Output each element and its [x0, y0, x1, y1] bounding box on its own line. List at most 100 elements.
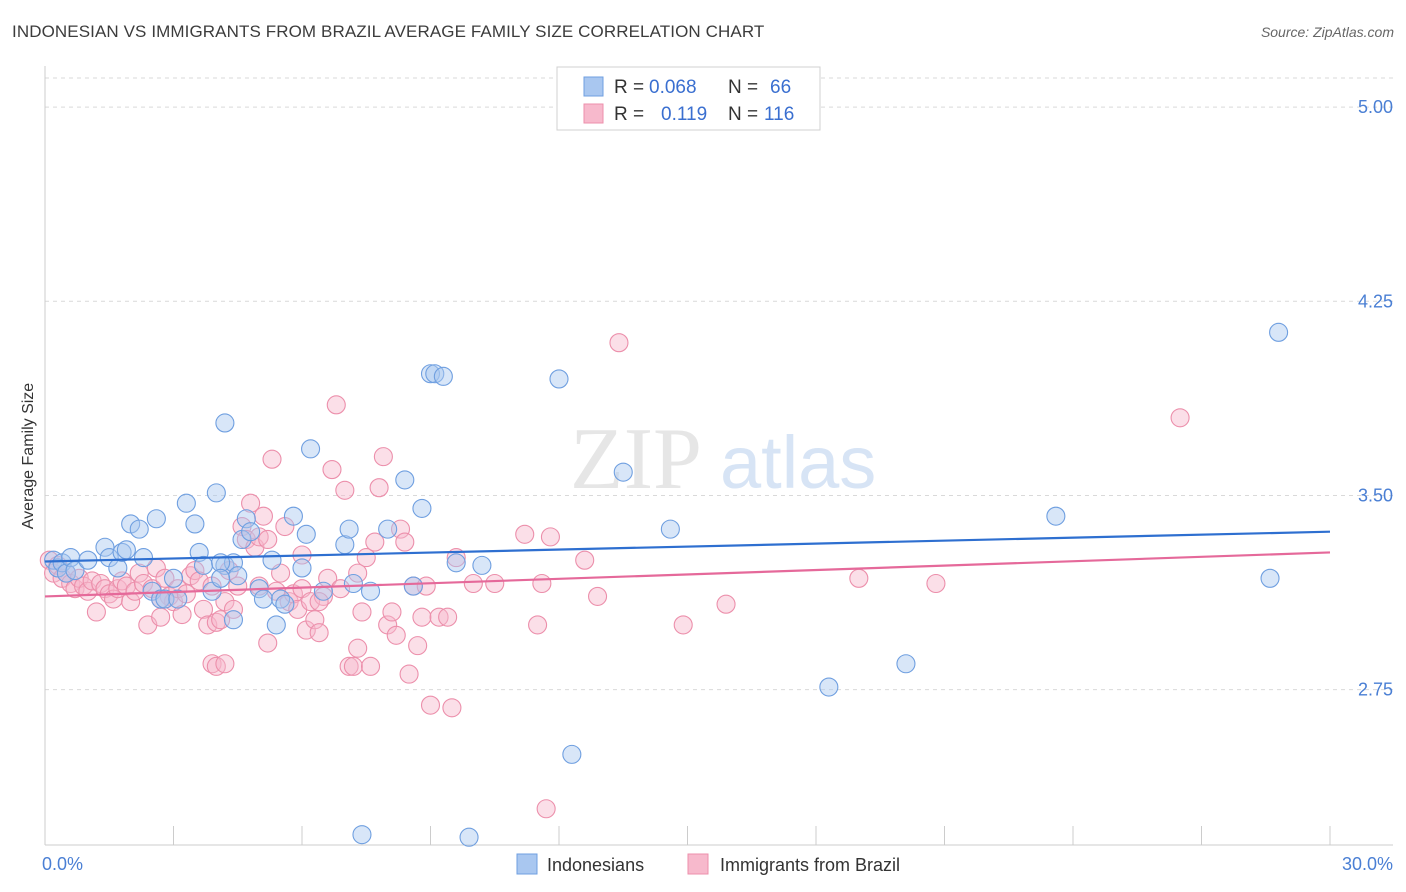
legend-n-value-1: 116 [764, 104, 794, 125]
legend-swatch-brazil [583, 103, 604, 124]
point-brazil-117 [348, 563, 368, 583]
point-brazil-106 [926, 573, 946, 594]
point-brazil-73 [352, 602, 372, 622]
point-indonesians-38 [253, 589, 274, 609]
point-brazil-71 [343, 656, 363, 676]
point-indonesians-71 [433, 366, 453, 386]
point-indonesians-31 [211, 568, 231, 588]
point-brazil-43 [223, 599, 244, 619]
y-tick-labels: 2.75 3.50 4.25 5.00 [1358, 97, 1393, 700]
y-tick-label-2: 4.25 [1358, 291, 1393, 311]
point-brazil-35 [189, 571, 209, 591]
bottom-legend-label-indonesians: Indonesians [547, 855, 644, 875]
y-tick-label-3: 5.00 [1358, 97, 1393, 117]
y-axis-label: Average Family Size [20, 383, 37, 530]
point-indonesians-67 [1260, 568, 1280, 588]
point-brazil-105 [849, 568, 869, 588]
watermark-atlas: atlas [720, 421, 876, 504]
point-brazil-89 [420, 695, 441, 715]
point-indonesians-58 [446, 553, 466, 573]
point-brazil-102 [609, 333, 629, 353]
point-indonesians-47 [313, 581, 333, 601]
point-indonesians-70 [459, 827, 479, 847]
legend-r-value-0: 0.068 [649, 77, 697, 98]
point-brazil-52 [262, 449, 282, 469]
point-indonesians-39 [262, 550, 282, 570]
point-brazil-62 [305, 610, 325, 630]
point-indonesians-32 [215, 413, 235, 433]
point-brazil-11 [86, 602, 106, 622]
point-brazil-78 [373, 447, 393, 467]
point-indonesians-49 [339, 519, 359, 539]
point-indonesians-40 [266, 615, 286, 635]
point-brazil-67 [326, 395, 346, 415]
point-indonesians-17 [151, 589, 171, 609]
axes [44, 66, 1393, 846]
point-brazil-66 [322, 460, 342, 480]
point-indonesians-22 [185, 514, 205, 534]
point-indonesians-42 [275, 594, 295, 614]
point-indonesians-33 [223, 610, 244, 630]
bottom-legend-swatch-indonesians [516, 853, 538, 875]
point-indonesians-54 [403, 576, 423, 596]
point-indonesians-43 [283, 506, 303, 526]
point-brazil-97 [528, 615, 548, 635]
point-indonesians-24 [193, 555, 214, 575]
point-brazil-51 [258, 529, 278, 550]
point-brazil-84 [399, 664, 419, 684]
legend-r-label-0: R = [614, 77, 644, 98]
point-brazil-69 [335, 480, 355, 500]
trend-line-brazil [44, 551, 1331, 598]
series-indonesians [44, 322, 1289, 847]
point-indonesians-50 [343, 573, 363, 594]
point-indonesians-69 [352, 825, 372, 845]
point-brazil-80 [382, 602, 402, 622]
point-brazil-26 [151, 607, 171, 627]
point-indonesians-13 [129, 519, 149, 539]
point-brazil-108 [536, 799, 556, 819]
point-indonesians-11 [116, 540, 136, 560]
point-indonesians-36 [241, 522, 261, 542]
point-indonesians-65 [896, 654, 916, 674]
bottom-legend-label-brazil: Immigrants from Brazil [720, 855, 900, 875]
chart-source: Source: ZipAtlas.com [1260, 24, 1394, 40]
point-brazil-101 [587, 586, 608, 606]
point-indonesians-68 [1269, 322, 1289, 342]
legend: R = 0.068 N = 66 R = 0.119 N = 116 [556, 66, 821, 131]
bottom-legend: Indonesians Immigrants from Brazil [516, 853, 900, 875]
point-indonesians-46 [301, 439, 321, 459]
watermark-zip: ZIP [570, 411, 702, 508]
point-brazil-83 [395, 532, 415, 552]
trend-line-indonesians [44, 530, 1331, 563]
point-brazil-87 [412, 607, 432, 627]
point-brazil-31 [172, 605, 192, 625]
point-brazil-92 [442, 698, 462, 718]
point-indonesians-44 [292, 558, 312, 578]
point-indonesians-26 [206, 483, 226, 503]
point-brazil-96 [515, 524, 535, 544]
point-brazil-86 [408, 636, 428, 656]
point-indonesians-7 [95, 537, 115, 557]
point-brazil-47 [241, 493, 261, 513]
point-indonesians-35 [236, 509, 256, 529]
point-indonesians-63 [660, 519, 680, 539]
chart-title: INDONESIAN VS IMMIGRANTS FROM BRAZIL AVE… [12, 22, 765, 41]
point-indonesians-60 [549, 369, 569, 389]
point-indonesians-55 [412, 498, 432, 518]
point-brazil-75 [360, 656, 381, 676]
point-brazil-104 [716, 594, 736, 614]
point-brazil-76 [365, 532, 385, 552]
x-tick-label-1: 30.0% [1342, 854, 1393, 874]
bottom-legend-swatch-brazil [687, 853, 709, 875]
point-brazil-94 [463, 573, 483, 594]
point-indonesians-61 [562, 744, 582, 764]
point-brazil-107 [1170, 408, 1190, 428]
point-indonesians-52 [378, 519, 398, 539]
point-indonesians-29 [228, 566, 248, 586]
point-brazil-99 [540, 527, 560, 547]
point-indonesians-20 [168, 589, 188, 609]
point-brazil-98 [532, 573, 552, 594]
point-indonesians-59 [472, 555, 492, 575]
legend-n-label-0: N = [728, 77, 758, 98]
point-brazil-114 [258, 633, 278, 653]
